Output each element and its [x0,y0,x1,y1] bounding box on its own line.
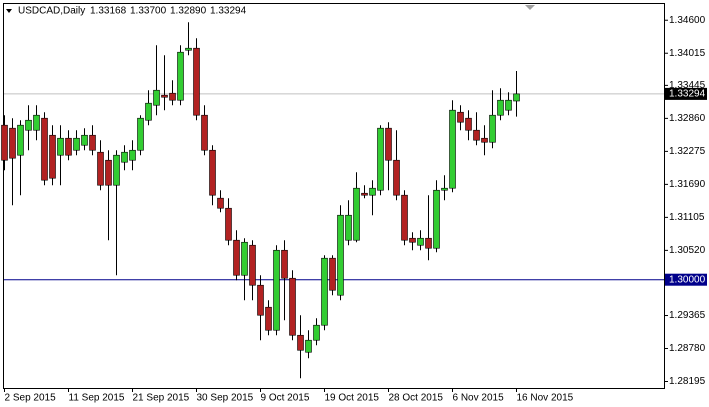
candle-body [329,257,336,291]
y-tick-label: 1.31105 [669,212,705,223]
candle-body [185,47,192,51]
y-tick-label: 1.28195 [669,376,706,387]
candle-body [465,117,472,131]
candle-body [49,134,56,179]
candle-body [177,51,184,101]
x-tick-label: 21 Sep 2015 [133,393,190,404]
candle-body [9,127,16,159]
info-value: 1.32890 [170,6,207,17]
y-tick-label: 1.33445 [669,80,706,91]
candle-body [169,92,176,101]
x-tick-label: 28 Oct 2015 [389,393,444,404]
y-tick-label: 1.32860 [669,113,706,124]
candle-body [105,159,112,186]
x-tick-label: 6 Nov 2015 [453,393,505,404]
menu-arrow[interactable] [6,9,12,13]
candle-body [337,214,344,296]
info-value: 1.33294 [210,6,247,17]
candle-body [369,187,376,196]
current-price-label: 1.33294 [669,89,706,100]
candle-body [33,114,40,131]
y-tick-label: 1.34015 [669,48,706,59]
x-tick-label: 30 Sep 2015 [197,393,254,404]
candle-body [41,117,48,181]
hline-label-box [665,273,707,286]
candle-body [289,277,296,336]
candle-body [137,117,144,151]
candle-body [225,207,232,241]
candle-body [305,339,312,353]
candle-body [417,237,424,246]
candle-body [97,151,104,186]
candle-body [121,151,128,163]
candle-body [209,149,216,196]
candle-body [505,99,512,111]
y-tick-label: 1.32275 [669,146,706,157]
candle-body [361,192,368,196]
candle-body [265,306,272,331]
candle-body [257,284,264,316]
candle-body [113,154,120,186]
y-tick-label: 1.34600 [669,15,706,26]
candle-body [433,189,440,249]
candle-body [321,257,328,326]
candle-body [481,137,488,143]
candle-body [233,239,240,276]
plot-frame [3,3,665,389]
candle-body [129,149,136,161]
info-value: 1.33700 [130,6,167,17]
candle-body [297,334,304,351]
candle-body [313,324,320,341]
candle-body [17,124,24,156]
candle-body [89,134,96,151]
x-tick-label: 2 Sep 2015 [5,393,57,404]
candle-body [377,127,384,191]
x-tick-label: 11 Sep 2015 [69,393,125,404]
y-tick-label: 1.28780 [669,343,706,354]
candle-body [201,114,208,151]
x-tick-label: 9 Oct 2015 [261,393,310,404]
candle-body [353,187,360,241]
candle-body [409,237,416,243]
candle-body [1,124,8,161]
candle-body [65,137,72,156]
candle-body [193,47,200,116]
candle-body [153,89,160,106]
x-tick-label: 19 Oct 2015 [325,393,380,404]
info-value: 1.33168 [90,6,127,17]
candle-body [441,187,448,191]
candle-body [57,137,64,156]
candle-body [401,194,408,241]
candle-body [393,159,400,196]
candle-body [145,102,152,121]
candle-body [345,214,352,241]
candle-body [449,109,456,189]
candle-body [457,111,464,123]
current-price-box [665,87,707,100]
candle-body [281,249,288,279]
y-tick-label: 1.31690 [669,179,706,190]
hline-label: 1.30000 [669,274,706,285]
candle-body [161,94,168,98]
x-tick-label: 16 Nov 2015 [517,393,574,404]
candle-body [473,129,480,141]
y-tick-label: 1.29365 [669,310,706,321]
candle-body [497,99,504,116]
candle-body [513,93,520,102]
candle-body [385,127,392,161]
candle-body [249,244,256,286]
candle-body [241,241,248,276]
candle-body [273,249,280,331]
candle-body [81,134,88,146]
chart-title: USDCAD,Daily [18,6,85,17]
candle-body [489,114,496,143]
candle-body [73,137,80,151]
candle-body [217,197,224,209]
y-tick-label: 1.30520 [669,245,706,256]
candle-body [25,119,32,131]
shift-marker [525,5,535,10]
candle-body [425,237,432,249]
